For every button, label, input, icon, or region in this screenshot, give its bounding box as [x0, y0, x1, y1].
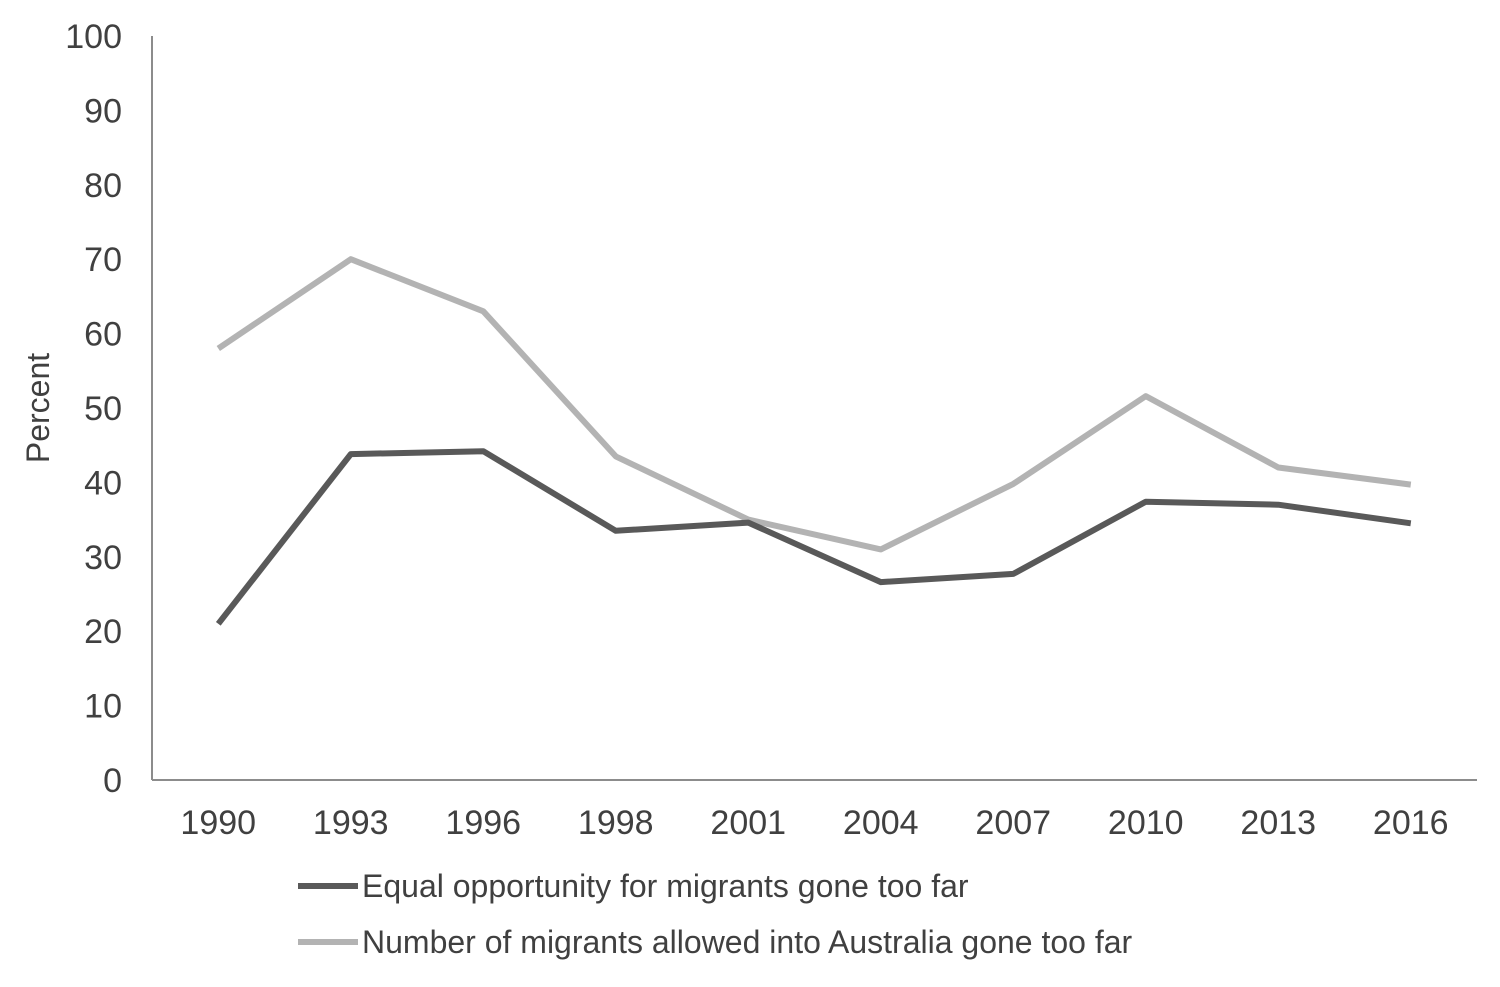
y-tick-label: 80	[84, 167, 122, 205]
x-tick-label: 1990	[180, 804, 256, 842]
x-tick-label: 2016	[1373, 804, 1449, 842]
y-axis-ticks: 0 10 20 30 40 50 60 70 80 90 100	[65, 18, 122, 800]
y-tick-label: 70	[84, 241, 122, 279]
y-tick-label: 40	[84, 464, 122, 502]
x-axis-ticks: 1990 1993 1996 1998 2001 2004 2007 2010 2013 2016	[180, 804, 1448, 842]
series-line-1	[215, 448, 1412, 626]
y-tick-label: 30	[84, 539, 122, 577]
x-tick-label: 2013	[1240, 804, 1316, 842]
y-tick-label: 90	[84, 92, 122, 130]
x-tick-label: 1993	[313, 804, 389, 842]
y-tick-label: 10	[84, 688, 122, 726]
x-tick-label: 1996	[445, 804, 521, 842]
y-tick-label: 100	[65, 18, 122, 56]
x-tick-label: 2010	[1108, 804, 1184, 842]
y-tick-label: 50	[84, 390, 122, 428]
legend: Equal opportunity for migrants gone too …	[298, 868, 1133, 960]
series-line-2	[216, 256, 1412, 553]
y-tick-label: 60	[84, 316, 122, 354]
y-tick-label: 0	[103, 762, 122, 800]
legend-label-2: Number of migrants allowed into Australi…	[362, 924, 1133, 960]
y-axis-title: Percent	[20, 353, 56, 463]
x-tick-label: 2004	[843, 804, 919, 842]
x-tick-label: 2007	[975, 804, 1051, 842]
y-tick-label: 20	[84, 613, 122, 651]
series-layer	[215, 256, 1412, 626]
x-tick-label: 1998	[578, 804, 654, 842]
x-tick-label: 2001	[710, 804, 786, 842]
legend-label-1: Equal opportunity for migrants gone too …	[362, 868, 969, 904]
